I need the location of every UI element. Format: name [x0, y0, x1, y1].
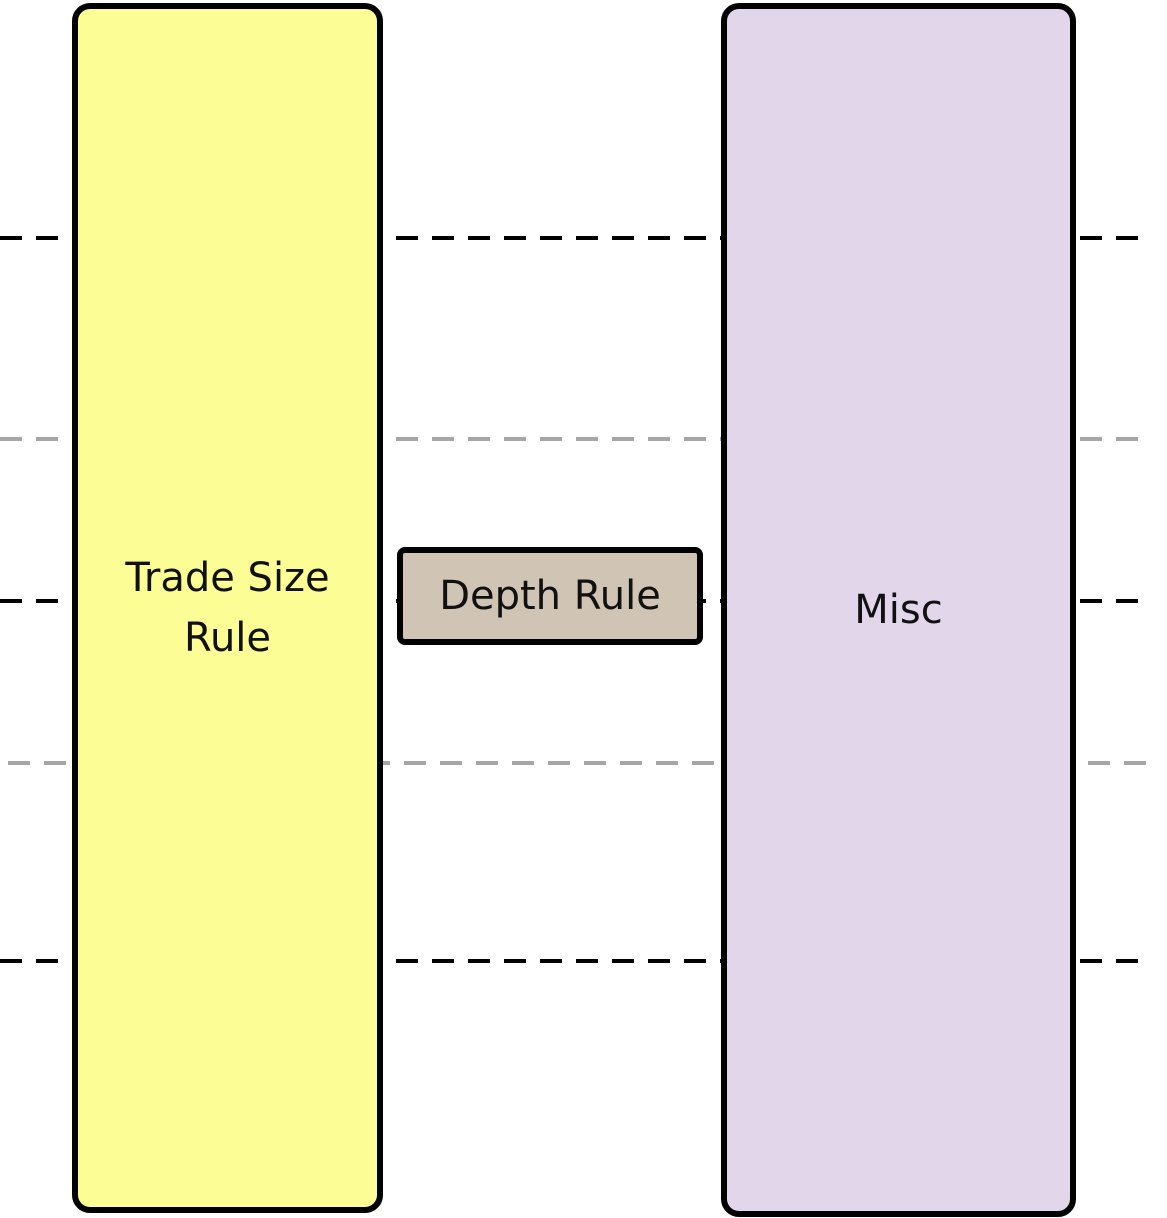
depth-rule-box: Depth Rule	[397, 547, 703, 645]
trade-size-rule-label: Trade Size Rule	[125, 555, 330, 661]
misc-box: Misc	[721, 3, 1076, 1217]
trade-size-rule-box: Trade Size Rule	[72, 3, 383, 1213]
depth-rule-label: Depth Rule	[439, 573, 661, 619]
misc-label: Misc	[854, 587, 943, 633]
